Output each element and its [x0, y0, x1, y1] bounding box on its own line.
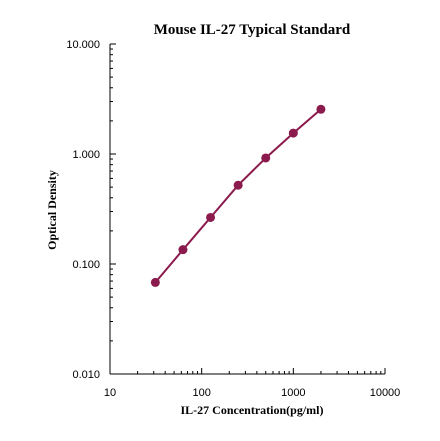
y-tick-label: 10.000 — [66, 39, 100, 51]
data-point — [150, 277, 160, 287]
data-point — [178, 245, 188, 255]
x-tick-label: 1000 — [281, 387, 305, 399]
y-axis-label: Optical Density — [45, 170, 59, 250]
data-point — [233, 180, 243, 190]
chart-title: Mouse IL-27 Typical Standard — [154, 22, 351, 38]
y-tick-label: 1.000 — [72, 149, 100, 161]
data-point — [316, 104, 326, 114]
x-tick-label: 100 — [192, 387, 210, 399]
ticks: 0.010 0.100 1.000 10.000 10 100 1000 10000 — [66, 39, 400, 399]
x-axis-label: IL-27 Concentration(pg/ml) — [181, 403, 324, 417]
x-tick-label: 10000 — [370, 387, 401, 399]
axes — [109, 44, 385, 375]
data-point — [206, 212, 216, 222]
data-point — [288, 128, 298, 138]
y-tick-label: 0.010 — [72, 369, 100, 381]
series — [150, 104, 326, 287]
y-tick-label: 0.100 — [72, 259, 100, 271]
x-tick-label: 10 — [104, 387, 116, 399]
data-point — [261, 153, 271, 163]
